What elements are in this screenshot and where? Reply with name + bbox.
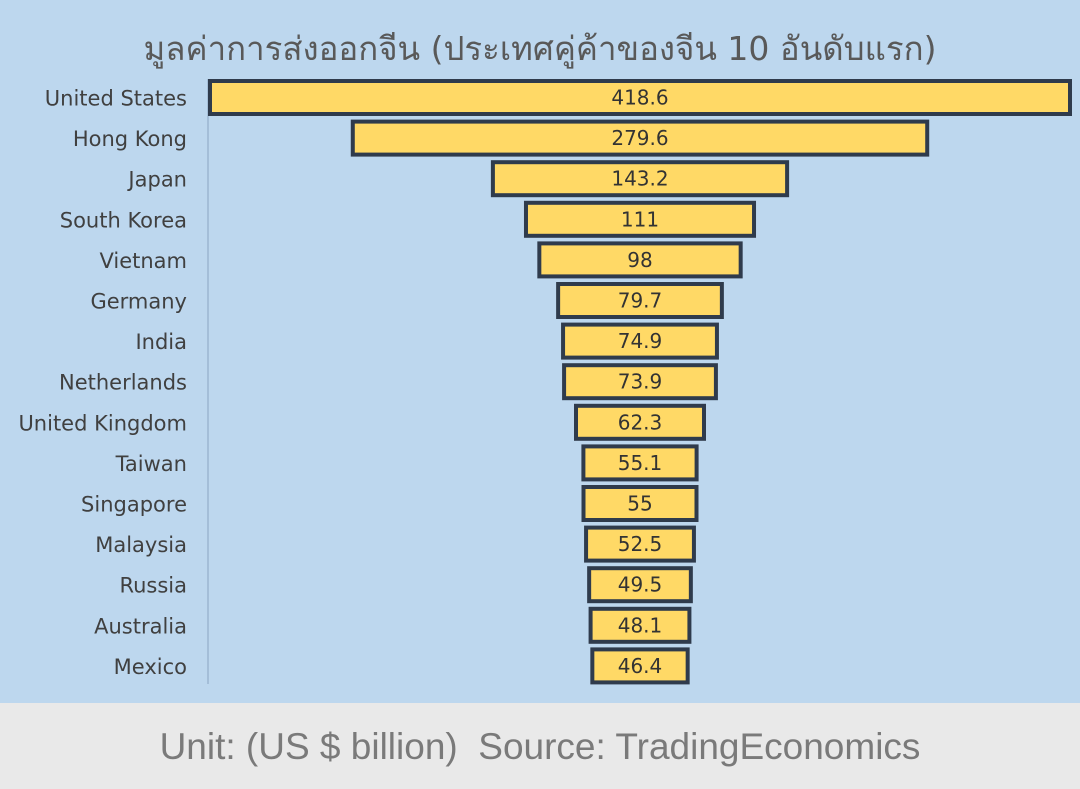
category-tick-label: India xyxy=(135,330,187,354)
category-tick-label: Netherlands xyxy=(59,371,187,395)
bar-germany xyxy=(556,282,724,319)
data-label: 79.7 xyxy=(618,289,663,313)
bar-united-states xyxy=(208,79,1072,116)
category-tick-label: United States xyxy=(45,87,187,111)
data-label: 74.9 xyxy=(618,329,663,353)
data-label: 279.6 xyxy=(611,126,668,150)
bar-singapore xyxy=(581,485,699,522)
data-label: 98 xyxy=(627,248,652,272)
chart-title: มูลค่าการส่งออกจีน (ประเทศคู่ค้าของจีน 1… xyxy=(143,29,937,68)
data-label: 55.1 xyxy=(618,451,663,475)
bar-hong-kong xyxy=(350,119,930,157)
bar-vietnam xyxy=(537,241,743,279)
data-label: 143.2 xyxy=(611,167,668,191)
bar-mexico xyxy=(590,647,690,685)
bar-united-kingdom xyxy=(574,403,706,441)
category-tick-label: Malaysia xyxy=(95,533,187,557)
unit-source-note: Unit: (US $ billion) Source: TradingEcon… xyxy=(159,726,921,767)
category-tick-label: Japan xyxy=(126,168,187,192)
bar-south-korea xyxy=(523,200,757,238)
category-tick-label: Russia xyxy=(119,574,187,598)
data-label: 418.6 xyxy=(611,86,668,110)
chart-panel: มูลค่าการส่งออกจีน (ประเทศคู่ค้าของจีน 1… xyxy=(0,0,1080,703)
bar-netherlands xyxy=(562,363,718,401)
bar-taiwan xyxy=(581,444,699,482)
data-label: 48.1 xyxy=(618,613,663,637)
data-label: 52.5 xyxy=(618,532,663,556)
data-label: 55 xyxy=(627,492,652,516)
category-tick-label: Australia xyxy=(94,614,187,638)
category-tick-label: Mexico xyxy=(114,655,187,679)
category-tick-label: Taiwan xyxy=(115,452,187,476)
data-label: 111 xyxy=(621,207,659,231)
category-tick-label: United Kingdom xyxy=(18,411,187,435)
bar-malaysia xyxy=(584,525,696,563)
data-label: 46.4 xyxy=(618,654,663,678)
bar-india xyxy=(561,322,719,360)
data-label: 73.9 xyxy=(618,370,663,394)
data-label: 62.3 xyxy=(618,410,663,434)
funnel-chart: 418.6 United States 279.6 Hong Kong 143.2 Jap… xyxy=(18,79,1072,685)
data-label: 49.5 xyxy=(618,573,663,597)
bar-russia xyxy=(587,566,693,604)
category-tick-label: Vietnam xyxy=(99,249,187,273)
category-tick-label: Singapore xyxy=(81,493,187,517)
bar-japan xyxy=(490,160,790,198)
bar-australia xyxy=(588,606,692,644)
category-tick-label: Hong Kong xyxy=(73,127,187,151)
category-tick-label: Germany xyxy=(90,290,187,314)
category-tick-label: South Korea xyxy=(60,208,187,232)
